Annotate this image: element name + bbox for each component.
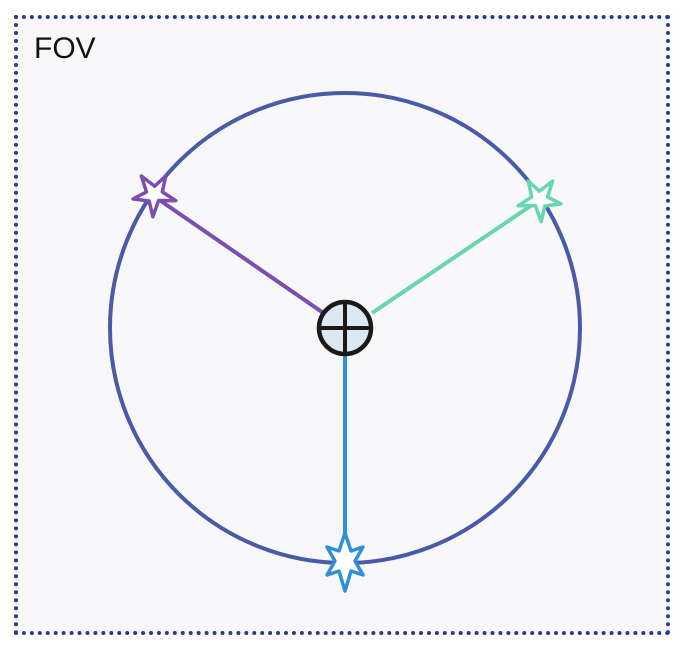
fov-label: FOV (34, 32, 96, 65)
crosshair-circle-icon (316, 299, 374, 357)
teal-star-icon (516, 179, 563, 224)
blue-star-icon (325, 531, 365, 593)
purple-star-icon (131, 174, 178, 219)
teal-arm-line (370, 203, 534, 315)
purple-arm-line (156, 197, 324, 314)
